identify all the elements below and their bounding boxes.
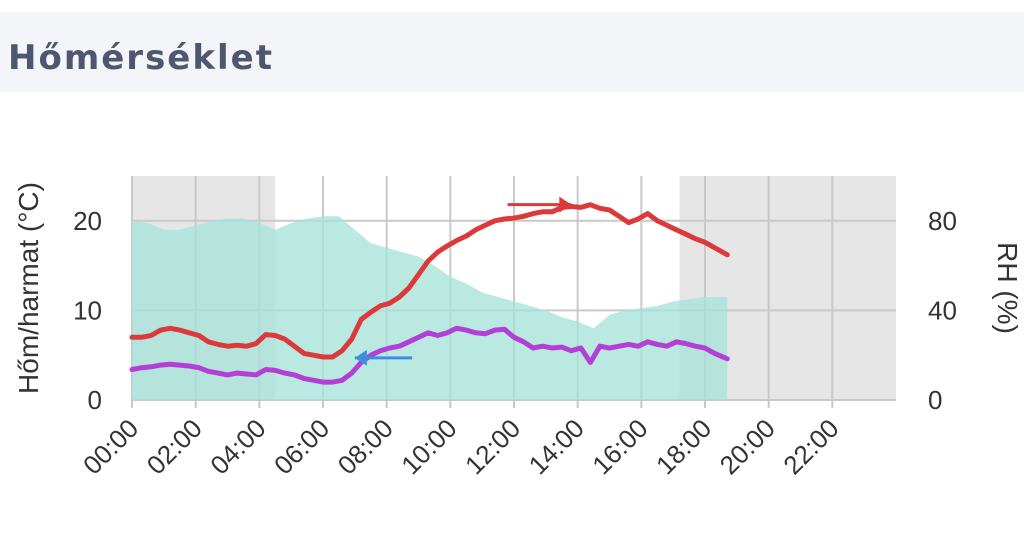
- y-left-tick-label: 0: [88, 385, 102, 415]
- series-lines: [129, 202, 730, 385]
- section-header: Hőmérséklet: [0, 12, 1024, 92]
- x-tick-label: 02:00: [141, 413, 208, 480]
- right-axis-ticks: 0 40 80: [928, 206, 957, 415]
- x-tick-label: 14:00: [523, 413, 590, 480]
- temperature-trend-arrow-head: [559, 196, 572, 213]
- x-tick-label: 04:00: [204, 413, 271, 480]
- x-tick-label: 08:00: [332, 413, 399, 480]
- y-right-tick-label: 40: [928, 295, 957, 325]
- dewpoint-line: [129, 325, 730, 385]
- x-tick-label: 12:00: [459, 413, 526, 480]
- x-tick-label: 16:00: [586, 413, 653, 480]
- x-tick-label: 00:00: [77, 413, 144, 480]
- y-right-tick-label: 80: [928, 206, 957, 236]
- temperature-line: [129, 202, 730, 360]
- section-title: Hőmérséklet: [8, 38, 274, 78]
- x-axis-ticks: 00:0002:0004:0006:0008:0010:0012:0014:00…: [77, 413, 845, 480]
- humidity-area: [132, 216, 728, 400]
- humidity-area-layer: [132, 216, 728, 400]
- x-tick-label: 06:00: [268, 413, 335, 480]
- left-axis-ticks: 0 10 20: [73, 206, 102, 415]
- y-left-axis-title: Hőm/harmat (°C): [13, 182, 44, 394]
- dewpoint-trend-arrow-head: [354, 349, 367, 366]
- x-tick-label: 22:00: [777, 413, 844, 480]
- y-left-tick-label: 10: [73, 295, 102, 325]
- x-tick-label: 18:00: [650, 413, 717, 480]
- x-tick-label: 20:00: [714, 413, 781, 480]
- y-left-tick-label: 20: [73, 206, 102, 236]
- x-tick-label: 10:00: [395, 413, 462, 480]
- y-right-tick-label: 0: [928, 385, 942, 415]
- y-right-axis-title: RH (%): [992, 242, 1023, 334]
- trend-arrows: [354, 196, 572, 366]
